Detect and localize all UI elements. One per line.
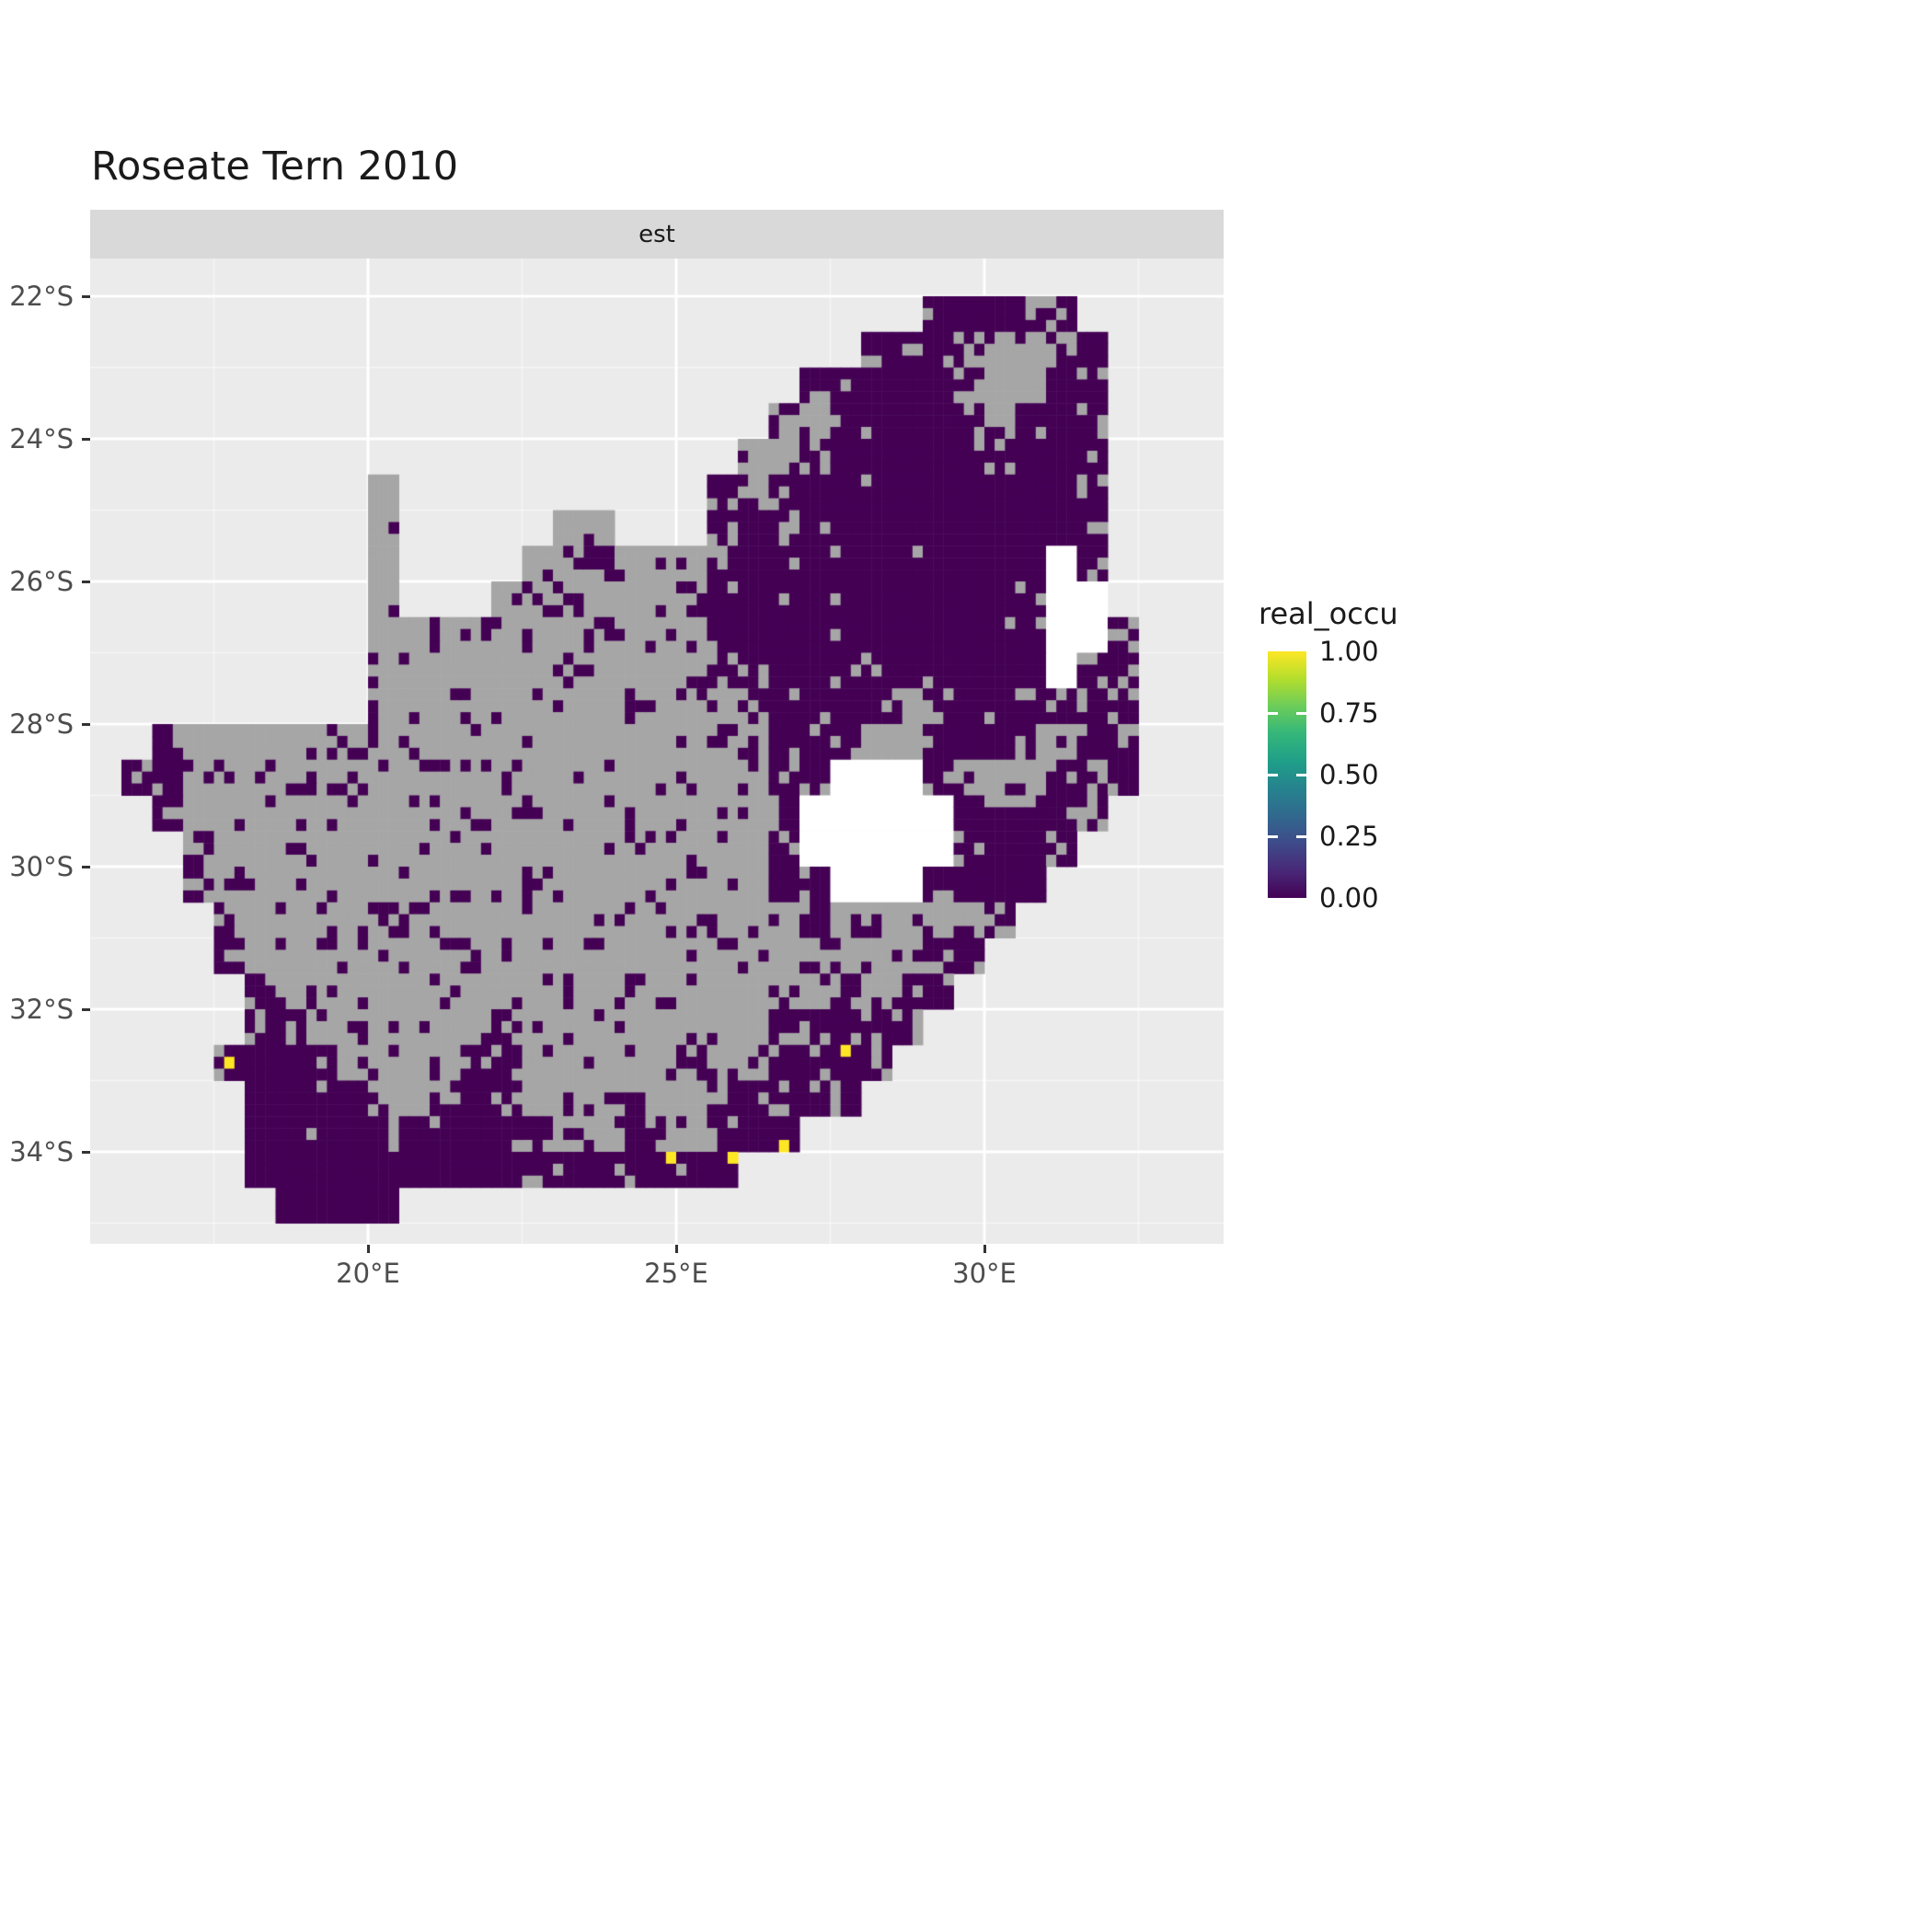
y-tick-mark [82,580,90,583]
facet-strip: est [90,210,1224,259]
legend-label: 1.00 [1319,636,1379,667]
legend-label: 0.75 [1319,697,1379,729]
legend-bar-tick [1268,834,1278,838]
y-tick-mark [82,1150,90,1154]
x-tick-mark [674,1245,678,1253]
y-tick-label: 30°S [9,851,74,882]
y-tick-label: 32°S [9,994,74,1025]
x-tick-label: 20°E [336,1258,400,1289]
legend-bar-tick [1296,834,1306,838]
y-tick-mark [82,722,90,726]
legend-bar-tick [1296,711,1306,715]
y-tick-mark [82,865,90,868]
y-tick-label: 28°S [9,708,74,740]
y-tick-mark [82,1007,90,1011]
occupancy-raster-map [90,259,1224,1244]
y-tick-label: 34°S [9,1136,74,1167]
legend-label: 0.00 [1319,882,1379,914]
legend-title: real_occu [1259,596,1398,631]
y-tick-label: 22°S [9,281,74,312]
y-tick-mark [82,437,90,441]
plot-title: Roseate Tern 2010 [91,144,459,190]
legend-label: 0.25 [1319,821,1379,852]
y-tick-label: 24°S [9,423,74,454]
plot-panel [90,259,1224,1244]
y-tick-label: 26°S [9,566,74,597]
legend-bar-tick [1268,773,1278,776]
x-tick-mark [366,1245,370,1253]
facet-strip-label: est [638,220,675,248]
legend-label: 0.50 [1319,759,1379,790]
x-tick-label: 25°E [644,1258,708,1289]
x-tick-mark [983,1245,986,1253]
legend-bar-tick [1268,711,1278,715]
x-tick-label: 30°E [952,1258,1017,1289]
y-tick-mark [82,294,90,298]
legend-bar-tick [1296,773,1306,776]
